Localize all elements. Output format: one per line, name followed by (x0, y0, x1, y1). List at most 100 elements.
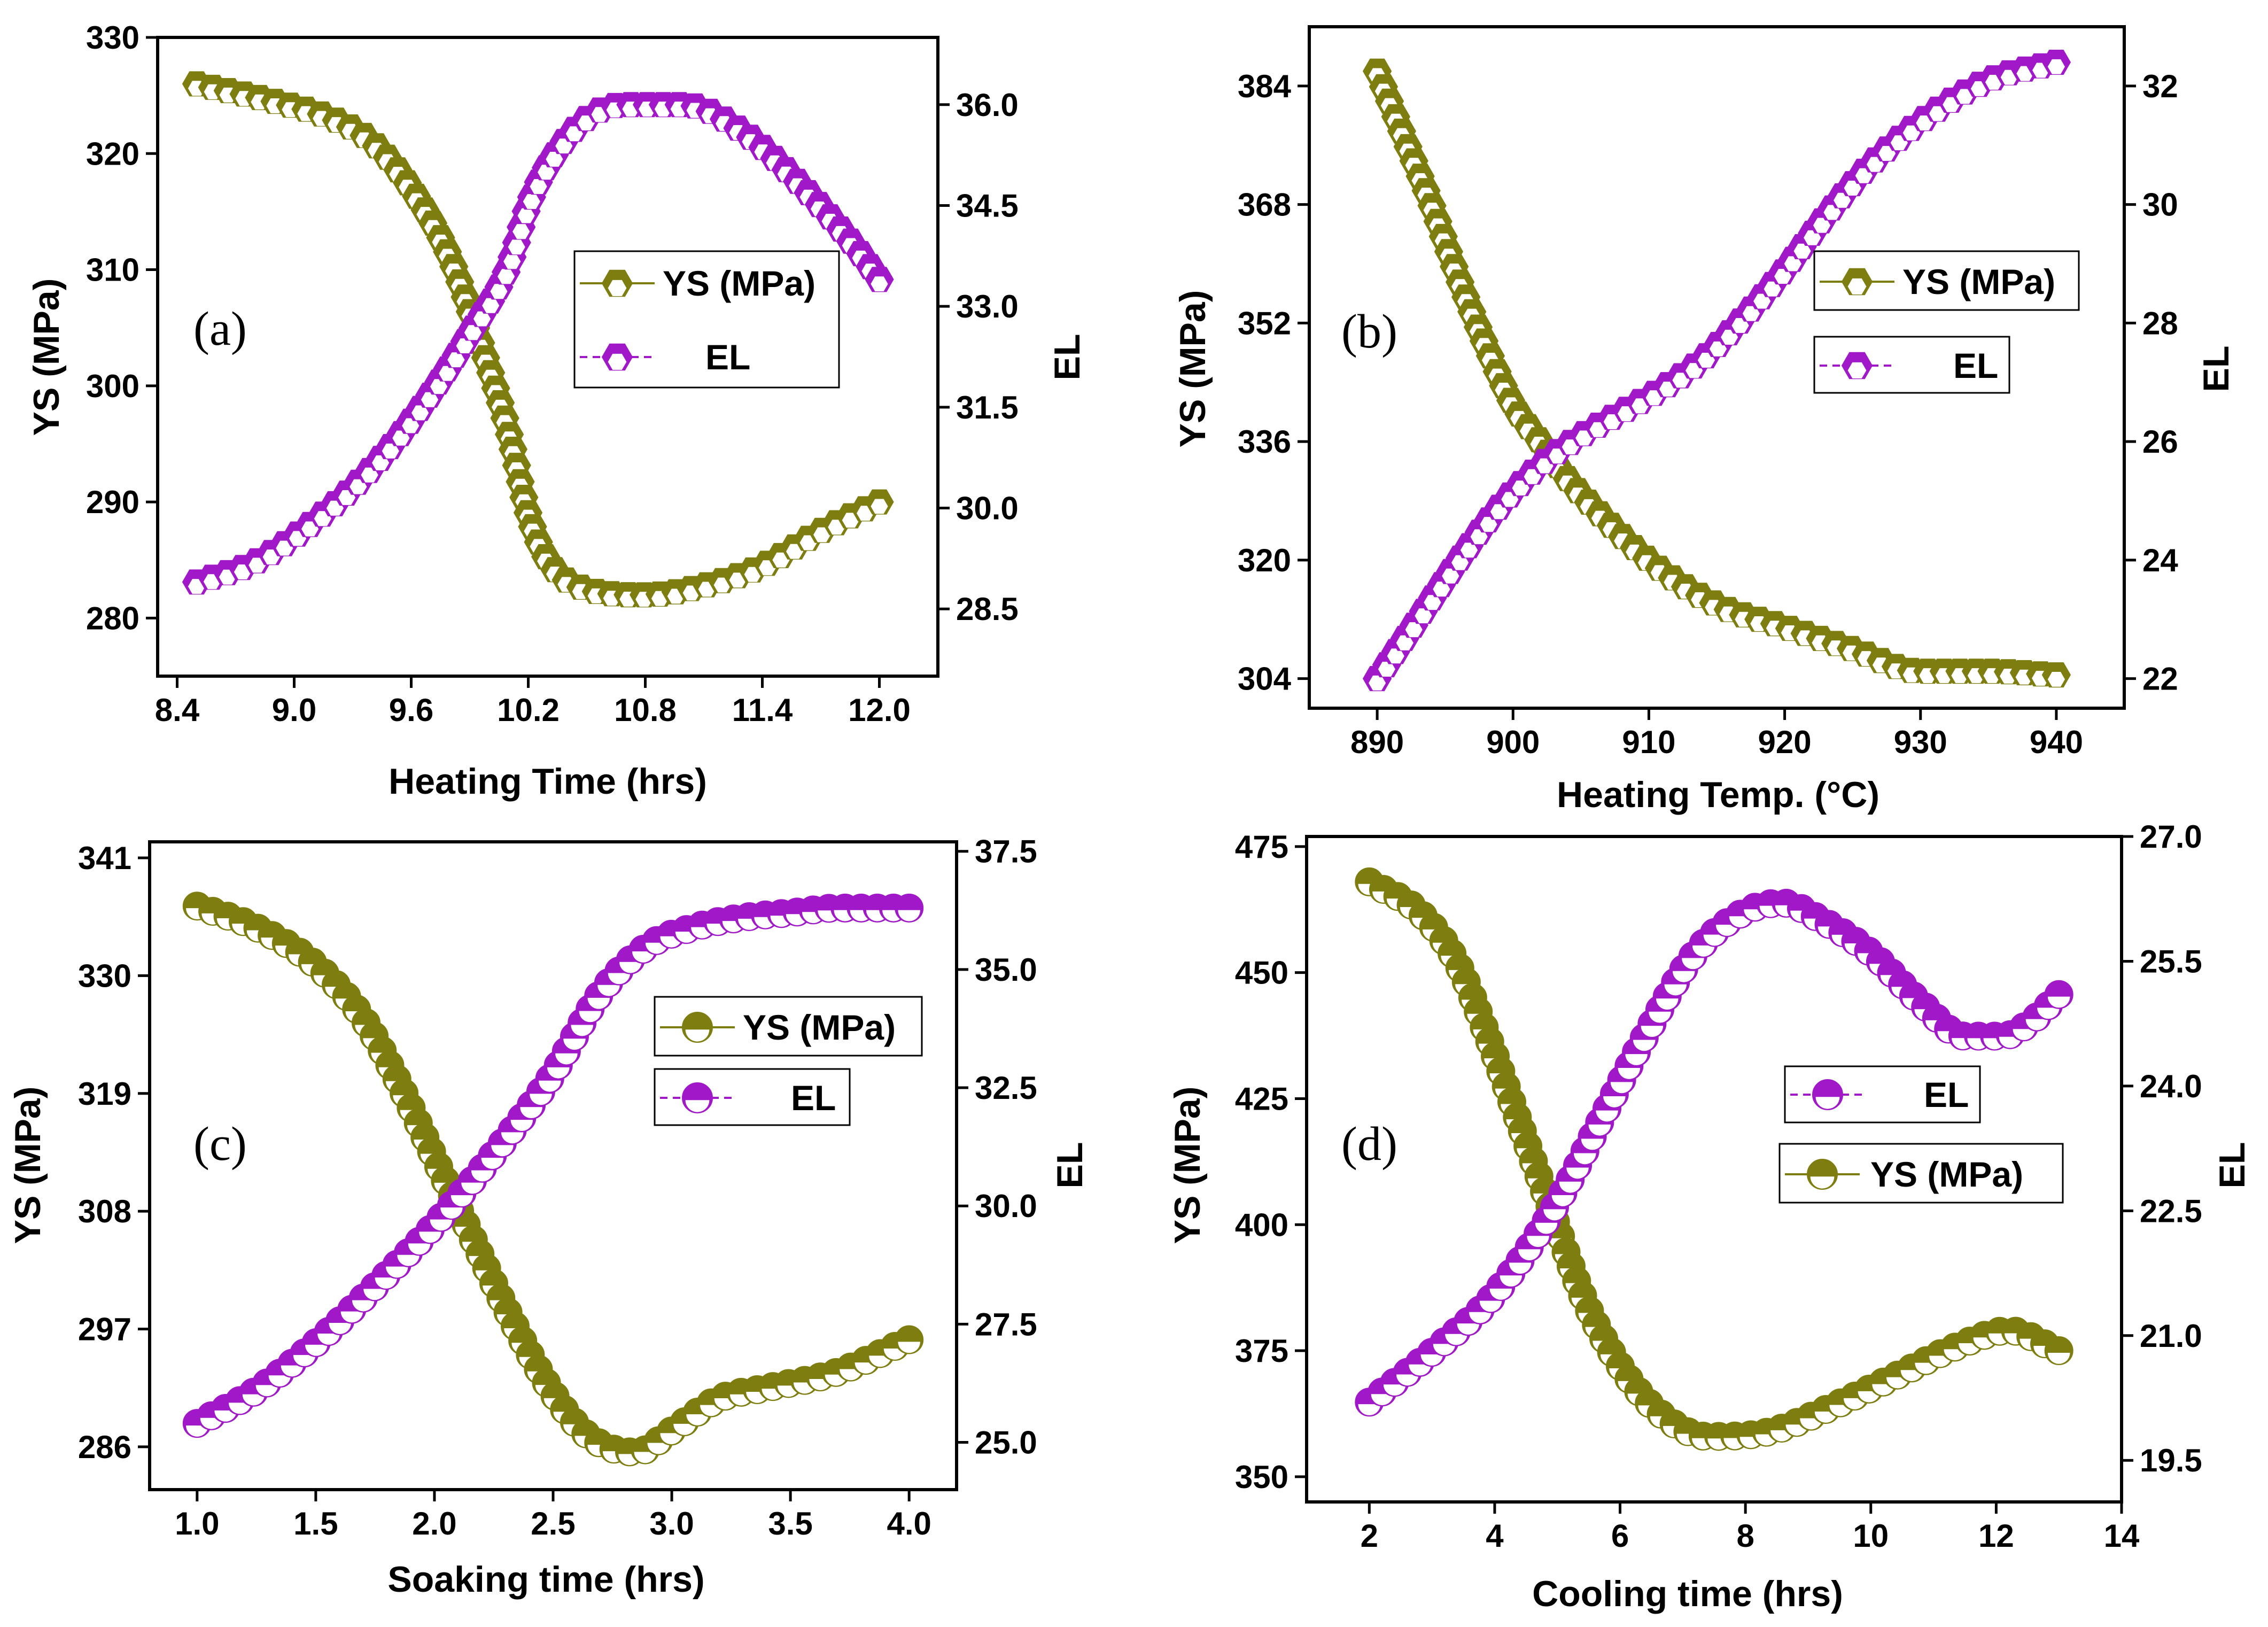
legend-marker-el (1841, 352, 1873, 379)
y2-tick-label: 30.0 (956, 491, 1019, 526)
y2-tick-label: 30 (2142, 187, 2178, 223)
y2-tick-label: 24 (2142, 543, 2178, 578)
data-point-el (560, 1022, 589, 1051)
x-tick-label: 12.0 (848, 692, 911, 728)
y-tick-label: 350 (1235, 1459, 1288, 1495)
panel-label: (d) (1341, 1118, 1397, 1171)
y-tick-label: 290 (86, 484, 139, 520)
legend: YS (MPa) EL (573, 250, 840, 389)
series-el (182, 92, 894, 595)
panel-label: (b) (1341, 305, 1397, 358)
legend-marker-el (601, 343, 633, 371)
x-tick-label: 3.0 (649, 1506, 694, 1541)
y2-tick-label: 37.5 (975, 834, 1037, 870)
legend-marker-ys (601, 269, 633, 297)
y2-tick-label: 30.0 (975, 1188, 1037, 1224)
x-tick-label: 10.2 (497, 692, 560, 728)
legend-marker-ys (1807, 1159, 1838, 1190)
y-tick-label: 384 (1238, 68, 1292, 104)
legend-marker-el (682, 1082, 713, 1113)
x-tick-label: 890 (1350, 724, 1404, 760)
legend-text: EL (705, 337, 750, 377)
y-tick-label: 375 (1235, 1333, 1288, 1369)
x-tick-label: 930 (1894, 724, 1947, 760)
legend-text: EL (1953, 346, 1998, 385)
x-tick-label: 6 (1611, 1518, 1629, 1554)
x-tick-label: 10.8 (614, 692, 677, 728)
y-tick-label: 330 (78, 958, 131, 994)
y2-tick-label: 19.5 (2140, 1443, 2202, 1478)
y2-tick-label: 22.5 (2140, 1193, 2202, 1229)
y-axis-label: YS (MPa) (1167, 1087, 1208, 1244)
data-point-el (865, 267, 894, 292)
y-tick-label: 320 (1238, 543, 1291, 578)
y-axis-label: YS (MPa) (26, 278, 67, 436)
y2-tick-label: 32.5 (975, 1070, 1037, 1106)
x-axis-label: Soaking time (hrs) (387, 1559, 704, 1600)
y-tick-label: 319 (78, 1076, 131, 1112)
legend-entry-0: EL (1790, 1075, 1969, 1114)
legend-entry-1: YS (MPa) (1785, 1155, 2023, 1194)
data-point-el (2044, 980, 2073, 1009)
y-axis-label: YS (MPa) (7, 1087, 48, 1244)
series-ys (1362, 58, 2071, 688)
data-point-ys (895, 1325, 924, 1354)
x-tick-label: 2 (1361, 1518, 1378, 1554)
y-tick-label: 400 (1235, 1207, 1288, 1243)
legend-text: YS (MPa) (1902, 262, 2055, 301)
legend-text: YS (MPa) (663, 264, 815, 303)
data-point-ys (2044, 1336, 2073, 1366)
series-el (1362, 50, 2071, 692)
y2-axis-label: EL (2212, 1142, 2253, 1189)
legend-entry-0: YS (MPa) (580, 264, 815, 303)
x-tick-label: 9.0 (272, 692, 316, 728)
y2-tick-label: 33.0 (956, 289, 1019, 324)
y2-tick-label: 28.5 (956, 591, 1019, 627)
legend-entry-1: EL (660, 1078, 836, 1118)
x-tick-label: 910 (1622, 724, 1675, 760)
x-tick-label: 2.5 (531, 1506, 575, 1541)
legend: YS (MPa) EL (1813, 250, 2080, 394)
data-point-el (197, 1401, 226, 1430)
y2-tick-label: 26 (2142, 424, 2178, 460)
y-tick-label: 450 (1235, 955, 1288, 991)
data-point-el (415, 1215, 445, 1244)
y-tick-label: 297 (78, 1312, 131, 1347)
x-tick-label: 9.6 (389, 692, 433, 728)
panel-label: (c) (193, 1118, 247, 1171)
plot-frame (1305, 835, 2123, 1504)
y-tick-label: 425 (1235, 1081, 1288, 1117)
legend-entry-1: EL (580, 337, 750, 377)
data-point-el (1923, 96, 1953, 122)
x-tick-label: 900 (1486, 724, 1540, 760)
legend-entry-1: EL (1820, 346, 1998, 385)
legend: YS (MPa) EL (654, 996, 923, 1126)
y2-axis-label: EL (1050, 1142, 1090, 1189)
x-tick-label: 12 (1978, 1518, 2014, 1554)
x-tick-label: 14 (2104, 1518, 2140, 1554)
legend-text: EL (791, 1078, 836, 1118)
data-point-el (337, 1295, 367, 1324)
y2-tick-label: 27.5 (975, 1306, 1037, 1342)
x-axis-label: Heating Time (hrs) (389, 761, 707, 802)
plot-frame (156, 36, 939, 678)
y2-axis-label: EL (1047, 334, 1088, 381)
panel-c: 1.0 1.5 2.0 2.5 3.0 3.5 4.0 286 297 308 319 330 341 2… (7, 834, 1090, 1600)
legend-entry-0: YS (MPa) (1820, 262, 2055, 301)
series-ys (182, 71, 894, 608)
y2-tick-label: 34.5 (956, 188, 1019, 223)
panel-b: 890 900 910 920 930 940 304 320 336 352 368 384 22 24… (1172, 25, 2236, 815)
x-axis-label: Cooling time (hrs) (1532, 1574, 1843, 1614)
y-tick-label: 286 (78, 1429, 131, 1465)
x-tick-label: 4.0 (887, 1506, 931, 1541)
y-tick-label: 475 (1235, 829, 1288, 865)
y2-tick-label: 24.0 (2140, 1068, 2202, 1104)
x-tick-label: 1.5 (293, 1506, 338, 1541)
data-point-el (301, 1328, 331, 1357)
y-tick-label: 352 (1238, 305, 1291, 341)
y-axis-label: YS (MPa) (1172, 290, 1213, 448)
series-el (182, 893, 924, 1438)
y-tick-label: 300 (86, 368, 139, 404)
y2-tick-label: 25.5 (2140, 943, 2202, 979)
x-tick-label: 940 (2030, 724, 2083, 760)
